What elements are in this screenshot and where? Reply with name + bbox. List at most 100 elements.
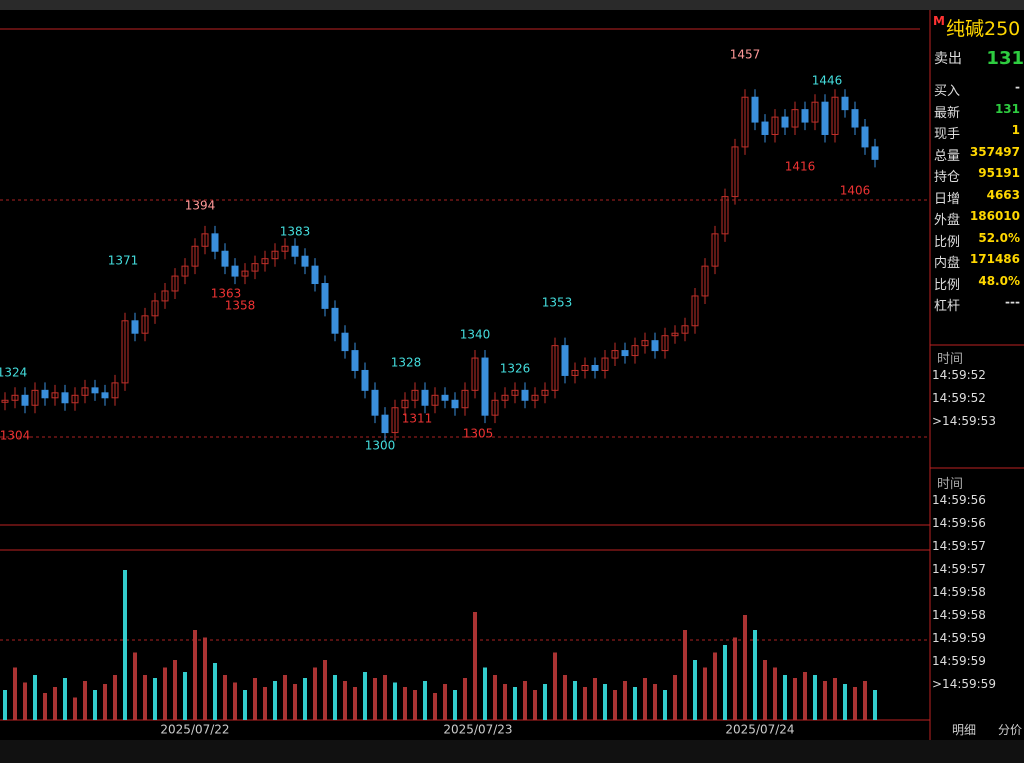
volume-bar xyxy=(263,687,267,720)
volume-bar xyxy=(533,690,537,720)
volume-bar xyxy=(763,660,767,720)
candle xyxy=(501,394,509,401)
candle xyxy=(631,345,639,357)
candle xyxy=(771,116,779,135)
volume-bar xyxy=(723,645,727,720)
volume-bar xyxy=(393,682,397,720)
candle xyxy=(101,392,109,399)
volume-bar xyxy=(543,684,547,720)
candle xyxy=(761,121,769,135)
quote-value: 95191 xyxy=(978,166,1020,180)
candle xyxy=(311,265,319,285)
candle xyxy=(571,369,579,376)
volume-bar xyxy=(83,681,87,720)
quote-label: 外盘 xyxy=(934,213,961,228)
candle xyxy=(371,389,379,416)
volume-bar xyxy=(413,690,417,720)
volume-bar xyxy=(523,681,527,720)
quote-row: 外盘 186010 xyxy=(934,209,1024,228)
candle xyxy=(381,414,389,434)
candle xyxy=(241,270,249,277)
volume-bar xyxy=(233,682,237,720)
quote-value: 131 xyxy=(994,101,1020,116)
volume-bar xyxy=(303,678,307,720)
volume-bar xyxy=(843,684,847,720)
volume-bar xyxy=(813,675,817,720)
candle xyxy=(361,369,369,391)
volume-bar xyxy=(193,630,197,720)
volume-bar xyxy=(743,615,747,720)
tab[interactable]: 分价 xyxy=(998,723,1023,737)
tick-time: 14:59:57 xyxy=(932,562,986,576)
volume-bar xyxy=(633,687,637,720)
volume-bar xyxy=(143,675,147,720)
candle xyxy=(641,340,649,347)
candle xyxy=(781,116,789,128)
volume-bar xyxy=(223,675,227,720)
candle xyxy=(421,389,429,406)
candle xyxy=(161,290,169,302)
candle xyxy=(411,389,419,401)
candle xyxy=(191,245,199,267)
tick-time: 14:59:58 xyxy=(932,585,986,599)
quote-value: --- xyxy=(1005,295,1020,309)
price-label: 1326 xyxy=(500,362,531,376)
candle xyxy=(71,394,79,404)
candle xyxy=(41,389,49,399)
candle xyxy=(611,350,619,359)
volume-bar xyxy=(583,687,587,720)
volume-bar xyxy=(53,687,57,720)
candle xyxy=(151,300,159,317)
price-label: 1358 xyxy=(225,299,256,313)
quote-row: 总量 357497 xyxy=(934,145,1024,164)
volume-bar xyxy=(443,684,447,720)
quote-value: 186010 xyxy=(969,209,1020,223)
quote-value: 357497 xyxy=(969,144,1020,159)
volume-bar xyxy=(733,637,737,720)
volume-bar xyxy=(853,687,857,720)
candle xyxy=(791,109,799,128)
candle xyxy=(211,233,219,252)
candle xyxy=(711,233,719,267)
candle xyxy=(431,394,439,406)
candle xyxy=(231,265,239,277)
volume-bar xyxy=(253,678,257,720)
tick-time: 14:59:58 xyxy=(932,608,986,622)
candle xyxy=(21,394,29,406)
volume-bar xyxy=(513,687,517,720)
volume-bar xyxy=(423,681,427,720)
tick-time: 14:59:59 xyxy=(932,631,986,645)
candle xyxy=(511,389,519,396)
price-label: 1383 xyxy=(280,225,311,239)
candle xyxy=(861,126,869,148)
tick-time: 14:59:59 xyxy=(932,654,986,668)
volume-bar xyxy=(133,652,137,720)
price-label: 1394 xyxy=(185,199,216,213)
volume-bar xyxy=(383,675,387,720)
candle xyxy=(811,101,819,123)
date-label: 2025/07/23 xyxy=(443,723,512,737)
volume-bar xyxy=(203,637,207,720)
candle xyxy=(671,332,679,337)
candle xyxy=(341,332,349,352)
volume-bar xyxy=(123,570,127,720)
volume-bar xyxy=(653,684,657,720)
candle xyxy=(471,357,479,391)
price-label: 1416 xyxy=(785,160,816,174)
quote-value: 48.0% xyxy=(978,273,1020,288)
tab[interactable]: 明细 xyxy=(952,723,977,737)
quote-label: 持仓 xyxy=(934,170,961,185)
volume-bar xyxy=(63,678,67,720)
candle xyxy=(721,196,729,235)
candle xyxy=(531,394,539,401)
candle xyxy=(821,101,829,135)
quote-row: 比例 52.0% xyxy=(934,231,1024,250)
volume-bar xyxy=(323,660,327,720)
candle xyxy=(751,96,759,123)
candle xyxy=(171,275,179,292)
quote-row: 买入 - xyxy=(934,80,1024,99)
candle xyxy=(581,365,589,371)
quote-value: 131 xyxy=(986,48,1024,69)
candle xyxy=(61,392,69,404)
price-label: 1328 xyxy=(391,356,422,370)
